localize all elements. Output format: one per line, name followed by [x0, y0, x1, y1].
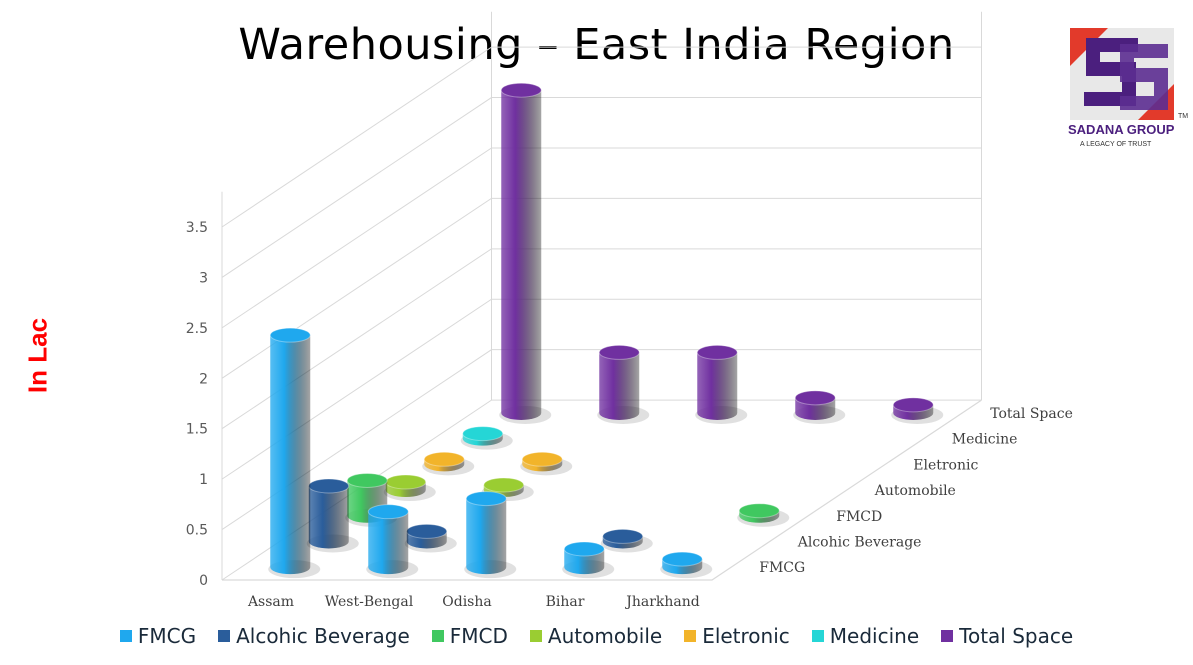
y-tick-label: 2.5 — [186, 321, 208, 337]
bar-medicine-assam — [460, 426, 513, 450]
legend-label: Medicine — [829, 624, 920, 648]
legend-label: Automobile — [547, 624, 663, 648]
legend-item-medicine: Medicine — [811, 624, 920, 648]
category-label: West-Bengal — [325, 594, 414, 610]
bar-fmcg-odisha — [464, 491, 517, 579]
bar-eletronic-assam — [422, 451, 475, 476]
bar-fmcg-bihar — [562, 541, 615, 579]
legend-label: Alcohic Beverage — [236, 624, 410, 648]
series-depth-label: Automobile — [874, 483, 956, 499]
legend-swatch — [529, 630, 542, 642]
y-tick-label: 2 — [199, 371, 208, 387]
series-depth-label: Total Space — [990, 406, 1073, 422]
legend-swatch — [811, 630, 824, 642]
legend-swatch — [941, 630, 954, 642]
bar-fmcd-jharkhand — [737, 503, 790, 527]
bar-total-space-assam — [499, 82, 552, 424]
legend-item-alcohic-beverage: Alcohic Beverage — [218, 624, 410, 648]
legend-item-fmcg: FMCG — [119, 624, 197, 648]
bar-eletronic-west-bengal — [520, 451, 573, 476]
bar-total-space-west-bengal — [597, 344, 650, 424]
series-depth-label: Alcohic Beverage — [797, 534, 922, 550]
company-logo: TM SADANA GROUP A LEGACY OF TRUST — [1068, 26, 1188, 150]
bar-alcohic-beverage-bihar — [600, 528, 653, 553]
legend-item-eletronic: Eletronic — [684, 624, 790, 648]
y-tick-label: 3 — [199, 270, 208, 286]
bar-total-space-jharkhand — [891, 397, 944, 424]
series-depth-label: FMCG — [759, 560, 805, 576]
legend-swatch — [119, 630, 132, 642]
y-tick-label: 0 — [199, 573, 208, 589]
bar-fmcg-assam — [268, 327, 321, 579]
legend-item-total-space: Total Space — [941, 624, 1073, 648]
legend-label: Eletronic — [702, 624, 790, 648]
bar-fmcg-west-bengal — [366, 504, 419, 579]
legend: FMCG Alcohic Beverage FMCD Automobile Eletro… — [0, 624, 1193, 648]
category-label: Assam — [247, 594, 294, 610]
bar-total-space-bihar — [793, 390, 846, 424]
gridline — [221, 147, 982, 329]
floor-edge — [222, 399, 982, 581]
bar-automobile-assam — [383, 474, 436, 502]
chart-title: Warehousing – East India Region — [238, 20, 955, 70]
legend-swatch — [218, 630, 231, 642]
y-tick-label: 1 — [199, 472, 208, 488]
legend-swatch — [431, 630, 444, 642]
series-depth-label: Eletronic — [913, 457, 978, 473]
category-label: Bihar — [546, 594, 585, 610]
series-depth-label: Medicine — [952, 432, 1018, 448]
bar-alcohic-beverage-assam — [306, 478, 359, 553]
category-label: Odisha — [442, 594, 491, 610]
y-tick-label: 1.5 — [186, 422, 208, 438]
chart-3d-bars: 0 0.5 1 1.5 2 2.5 3 3.5 Assam West-Bengal Odisha Bi… — [186, 11, 1073, 610]
category-label: Jharkhand — [624, 594, 700, 610]
logo-tm-text: TM — [1178, 113, 1188, 120]
legend-item-automobile: Automobile — [529, 624, 663, 648]
bar-alcohic-beverage-west-bengal — [404, 523, 457, 553]
legend-label: FMCD — [449, 624, 508, 648]
gridline — [221, 97, 982, 278]
logo-tagline-text: A LEGACY OF TRUST — [1080, 141, 1152, 148]
bar-fmcg-jharkhand — [660, 551, 713, 579]
gridline — [221, 46, 982, 228]
logo-brand-text: SADANA GROUP — [1068, 122, 1175, 137]
legend-label: FMCG — [137, 624, 197, 648]
bar-total-space-odisha — [695, 344, 748, 424]
series-depth-label: FMCD — [836, 509, 882, 525]
legend-label: Total Space — [959, 624, 1074, 648]
legend-swatch — [684, 630, 697, 642]
legend-item-fmcd: FMCD — [431, 624, 508, 648]
y-tick-label: 0.5 — [186, 523, 208, 539]
y-tick-label: 3.5 — [186, 220, 208, 236]
